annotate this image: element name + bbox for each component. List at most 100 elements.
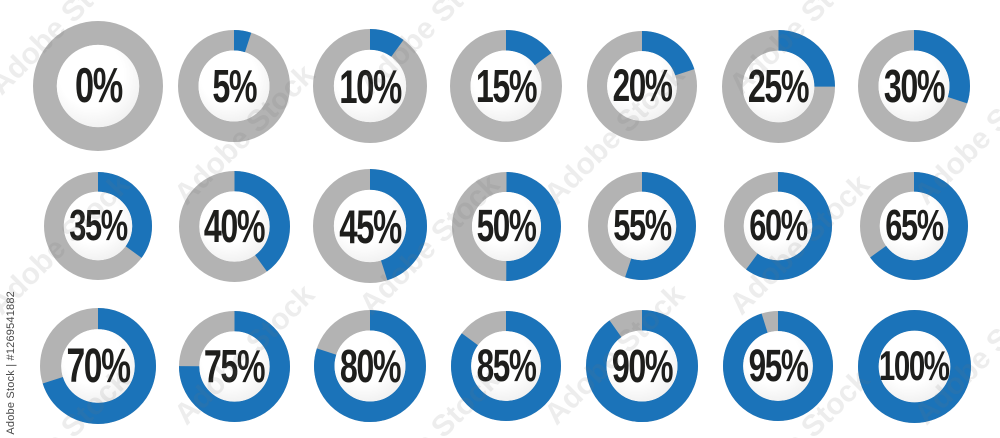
donut-track-ring (33, 21, 163, 151)
donut-inner-circle (743, 331, 813, 401)
progress-donut: 25% (721, 29, 835, 143)
progress-donut: 20% (587, 31, 697, 141)
donut-inner-circle (743, 191, 813, 261)
donut-chart-svg (313, 29, 427, 143)
donut-progress-arc (450, 30, 562, 142)
donut-chart-svg (724, 172, 832, 280)
donut-inner-circle (56, 44, 140, 128)
donut-inner-circle (198, 330, 270, 402)
donut-inner-circle (334, 330, 406, 402)
donut-inner-circle (63, 191, 133, 261)
donut-chart-svg (857, 309, 971, 423)
percent-label: 85% (476, 340, 537, 391)
donut-chart-svg (178, 310, 290, 422)
progress-donut: 100% (857, 309, 971, 423)
donut-chart-svg (721, 29, 835, 143)
donut-progress-arc (451, 171, 561, 281)
progress-donut: 30% (858, 30, 970, 142)
donut-chart-svg (178, 170, 290, 282)
percent-label: 20% (612, 60, 673, 111)
donut-cell: 50% (438, 156, 574, 296)
donut-inner-circle (742, 50, 814, 122)
progress-donut: 95% (723, 311, 833, 421)
donut-progress-arc (860, 172, 968, 280)
progress-donut: 75% (178, 310, 290, 422)
percent-label: 70% (66, 339, 130, 393)
stock-attribution: Adobe Stock | #1269541882 (5, 291, 17, 435)
donut-chart-svg (178, 30, 290, 142)
donut-chart-svg (586, 310, 698, 422)
donut-progress-arc (40, 308, 156, 424)
progress-donut: 40% (178, 170, 290, 282)
progress-donut: 60% (724, 172, 832, 280)
donut-cell: 65% (846, 156, 982, 296)
donut-cell: 15% (438, 16, 574, 156)
donut-inner-circle (606, 330, 678, 402)
donut-inner-circle (61, 329, 135, 403)
donut-cell: 40% (166, 156, 302, 296)
percent-label: 25% (747, 60, 810, 112)
donut-cell: 95% (710, 296, 846, 436)
donut-progress-arc (44, 172, 152, 280)
donut-cell: 25% (710, 16, 846, 156)
progress-donut: 70% (40, 308, 156, 424)
donut-inner-circle (878, 330, 950, 402)
progress-donut: 65% (860, 172, 968, 280)
donut-grid: 0% 5% 10% (30, 16, 982, 436)
percent-label: 15% (475, 60, 538, 112)
donut-progress-arc (857, 309, 971, 423)
donut-progress-arc (858, 30, 970, 142)
donut-progress-arc (451, 311, 561, 421)
percent-label: 30% (883, 60, 946, 112)
percent-label: 100% (879, 342, 950, 389)
percent-label: 40% (203, 200, 266, 252)
donut-progress-arc (178, 30, 290, 142)
percent-label: 80% (339, 340, 402, 392)
donut-progress-arc (313, 169, 427, 283)
progress-donut: 55% (588, 172, 696, 280)
donut-progress-arc (588, 172, 696, 280)
donut-chart-svg (313, 169, 427, 283)
progress-donut: 50% (451, 171, 561, 281)
donut-chart-svg (314, 310, 426, 422)
donut-cell: 60% (710, 156, 846, 296)
progress-donut: 90% (586, 310, 698, 422)
donut-inner-circle (471, 331, 541, 401)
percent-label: 50% (476, 200, 537, 251)
donut-cell: 70% (30, 296, 166, 436)
donut-cell: 10% (302, 16, 438, 156)
donut-chart-svg (33, 21, 163, 151)
progress-donut: 15% (450, 30, 562, 142)
donut-inner-circle (471, 191, 541, 261)
donut-cell: 85% (438, 296, 574, 436)
donut-cell: 90% (574, 296, 710, 436)
percent-label: 60% (749, 201, 808, 250)
donut-cell: 5% (166, 16, 302, 156)
progress-donut: 5% (178, 30, 290, 142)
donut-cell: 20% (574, 16, 710, 156)
donut-cell: 35% (30, 156, 166, 296)
donut-chart-svg (858, 30, 970, 142)
donut-inner-circle (607, 51, 677, 121)
donut-inner-circle (198, 190, 270, 262)
donut-chart-svg (587, 31, 697, 141)
percent-label: 95% (748, 340, 809, 391)
donut-progress-arc (178, 170, 290, 282)
donut-chart-svg (588, 172, 696, 280)
donut-chart-svg (40, 308, 156, 424)
donut-progress-arc (586, 310, 698, 422)
progress-donut: 0% (33, 21, 163, 151)
progress-donut: 45% (313, 169, 427, 283)
donut-inner-circle (333, 49, 407, 123)
donut-chart-svg (723, 311, 833, 421)
donut-progress-arc (721, 29, 835, 143)
donut-progress-arc (723, 311, 833, 421)
percent-label: 65% (885, 201, 944, 250)
donut-cell: 100% (846, 296, 982, 436)
percent-label: 90% (611, 340, 674, 392)
donut-inner-circle (198, 50, 270, 122)
donut-inner-circle (333, 189, 407, 263)
donut-cell: 80% (302, 296, 438, 436)
percent-label: 55% (613, 201, 672, 250)
